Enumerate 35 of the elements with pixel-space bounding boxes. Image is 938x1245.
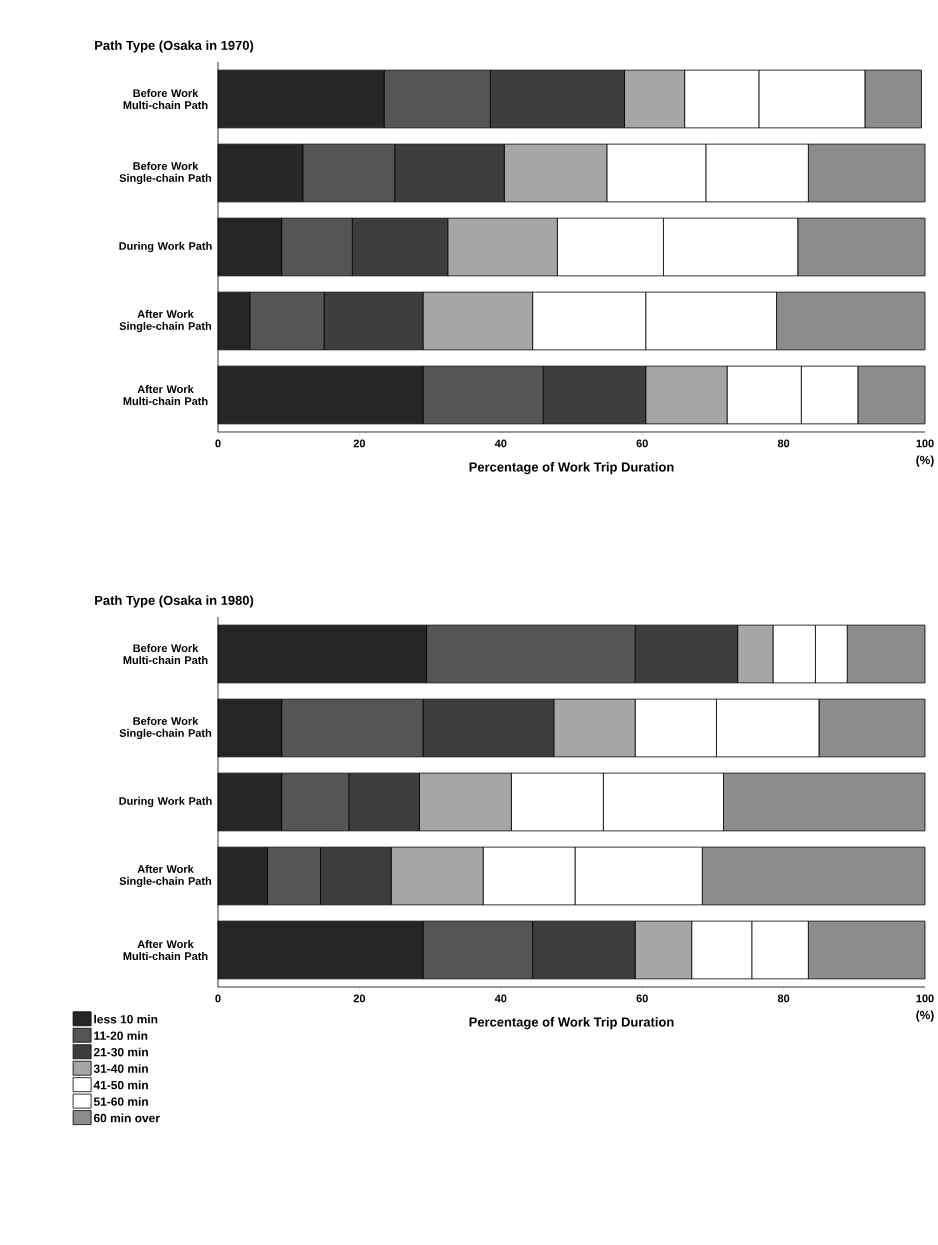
x-tick-label: 100 [916,994,934,1003]
y-tick-label: Before Work Multi-chain Path [123,644,208,665]
legend-label: 21-30 min [94,1047,149,1057]
x-tick-label: 20 [353,439,366,448]
x-tick-label: 100 [916,439,934,448]
legend-label: 51-60 min [94,1097,149,1106]
y-tick-label: Before Work Multi-chain Path [123,89,208,109]
chart-title: Path Type (Osaka in 1970) [95,40,254,53]
y-tick-label: During Work Path [119,796,212,808]
chart-title: Path Type (Osaka in 1980) [95,595,254,608]
x-tick-label: 20 [353,994,366,1003]
y-tick-label: During Work Path [119,241,212,253]
x-tick-label: 60 [636,994,649,1003]
x-axis-title: Percentage of Work Trip Duration [469,462,674,475]
x-tick-label: 0 [215,439,221,448]
x-tick-label: 40 [495,994,507,1003]
x-axis-title: Percentage of Work Trip Duration [469,1017,674,1030]
legend-label: 31-40 min [93,1064,149,1073]
y-tick-label: Before Work Single-chain Path [119,716,212,740]
x-tick-label: 40 [495,439,507,448]
legend-label: 41-50 min [93,1080,149,1090]
legend-label: 11-20 min [94,1031,148,1040]
x-tick-label: 80 [778,994,790,1003]
y-tick-label: After Work Single-chain Path [119,864,212,888]
y-tick-label: After Work Multi-chain Path [123,940,208,960]
x-tick-label: 60 [636,439,649,448]
text: (%) [916,1010,934,1022]
legend-label: less 10 min [94,1014,158,1024]
legend-label: 60 min over [94,1113,160,1123]
x-tick-label: 0 [215,994,221,1003]
y-tick-label: After Work Multi-chain Path [123,385,208,405]
x-tick-label: 80 [778,439,790,448]
text: (%) [916,455,934,467]
y-tick-label: Before Work Single-chain Path [119,161,212,185]
y-tick-label: After Work Single-chain Path [119,309,212,333]
